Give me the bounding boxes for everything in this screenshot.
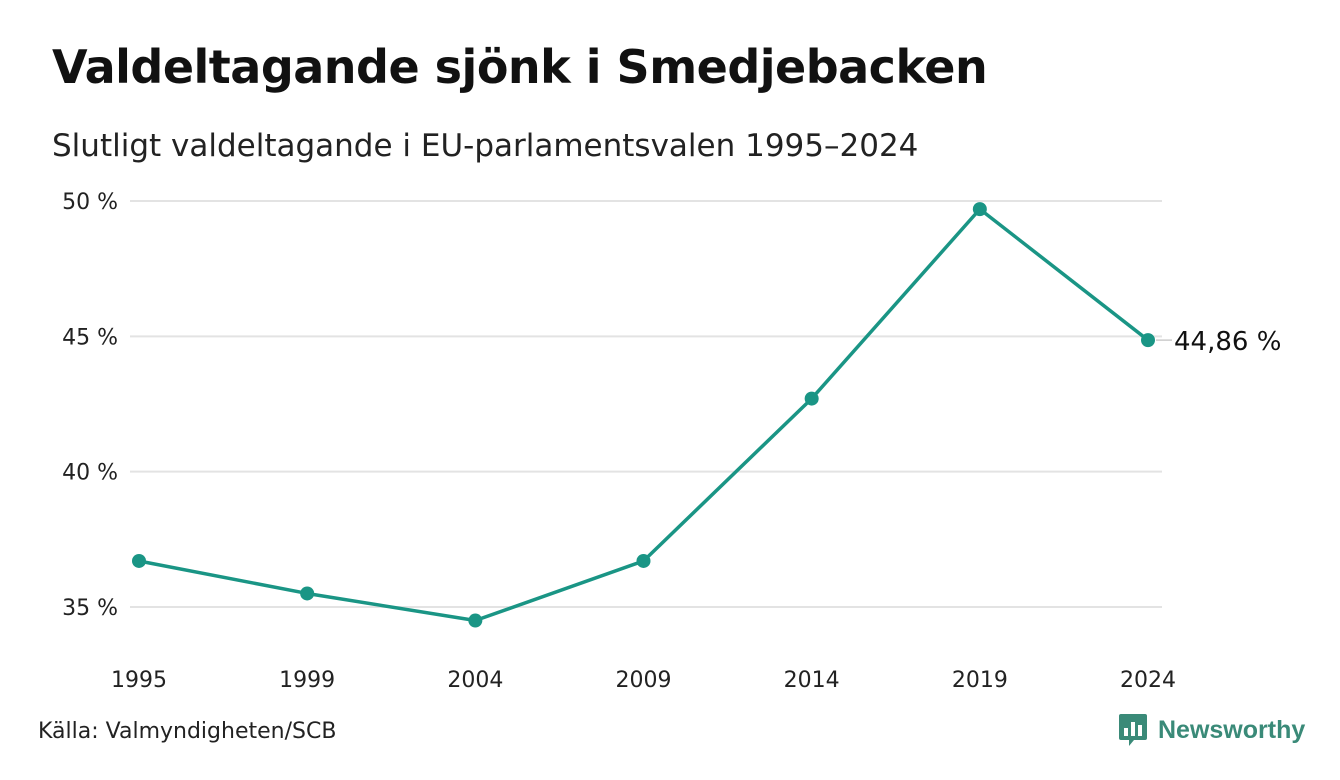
data-point [636,553,651,568]
brand-name: Newsworthy [1158,715,1306,744]
x-axis-tick-labels: 1995 1999 2004 2009 2014 2019 2024 [111,668,1176,693]
data-point [1141,333,1155,348]
grid-lines [130,200,1162,608]
x-tick-label: 2014 [784,668,840,693]
data-series [132,202,1155,628]
x-tick-label: 1999 [279,668,335,693]
data-point [468,613,483,628]
x-tick-label: 2024 [1120,668,1176,693]
chart-title: Valdeltagande sjönk i Smedjebacken [52,40,988,94]
data-point [300,586,315,601]
chart-subtitle: Slutligt valdeltagande i EU-parlamentsva… [52,128,919,164]
y-tick-label: 45 % [62,325,118,350]
y-tick-label: 50 % [62,190,118,215]
newsworthy-logo-icon [1119,714,1147,746]
data-labels: 44,86 % [1156,327,1281,357]
y-axis-tick-labels: 35 % 40 % 45 % 50 % [62,190,118,621]
data-point [972,202,987,217]
data-point [804,391,819,406]
y-tick-label: 40 % [62,461,118,486]
y-tick-label: 35 % [62,596,118,621]
x-tick-label: 2004 [447,668,503,693]
end-value-label: 44,86 % [1174,327,1281,357]
x-tick-label: 1995 [111,668,167,693]
source-note: Källa: Valmyndigheten/SCB [38,719,337,744]
x-tick-label: 2019 [952,668,1008,693]
x-tick-label: 2009 [616,668,672,693]
data-point [132,553,146,568]
brand-logo: Newsworthy [1118,712,1305,748]
